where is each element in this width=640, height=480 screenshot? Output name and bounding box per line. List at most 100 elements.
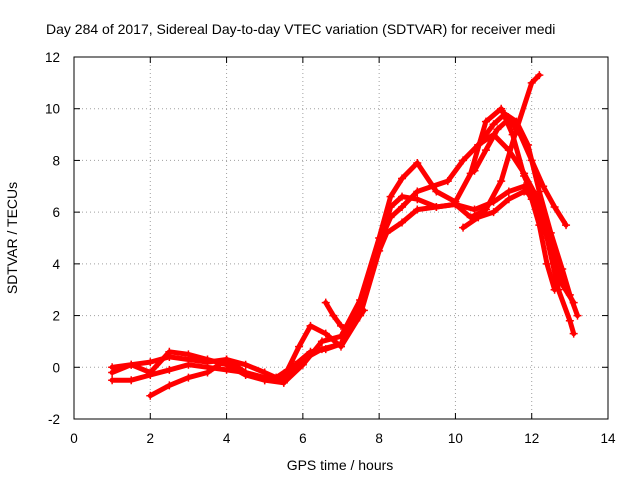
data-point (489, 208, 498, 217)
x-tick-label: 8 (375, 431, 383, 446)
data-point (539, 182, 548, 191)
data-point (306, 321, 315, 330)
data-point (542, 234, 551, 242)
x-tick-label: 6 (299, 431, 307, 446)
data-point (241, 360, 250, 369)
x-tick-label: 0 (70, 431, 78, 446)
data-point (569, 329, 578, 338)
y-tick-label: 8 (52, 153, 60, 168)
data-point (317, 337, 326, 346)
grid (74, 57, 608, 419)
data-point (546, 228, 555, 237)
data-point (398, 218, 407, 227)
data-point (516, 130, 525, 139)
data-point (337, 321, 345, 330)
data-point (504, 187, 513, 196)
data-point (413, 195, 422, 204)
data-point (241, 368, 250, 377)
data-point (481, 117, 490, 126)
y-tick-label: 6 (52, 205, 60, 220)
data-point (295, 342, 304, 351)
data-point (413, 187, 422, 196)
data-point (573, 311, 582, 320)
data-point (127, 360, 136, 369)
data-point (542, 259, 551, 268)
data-point (146, 368, 155, 377)
data-point (470, 166, 479, 175)
data-point (386, 213, 395, 222)
data-point (562, 221, 571, 230)
data-point (489, 120, 498, 129)
data-point (321, 329, 330, 338)
chart-title: Day 284 of 2017, Sidereal Day-to-day VTE… (46, 21, 555, 37)
data-point (337, 340, 345, 349)
data-point (321, 345, 330, 354)
data-point (413, 205, 422, 214)
series-track-4 (146, 71, 544, 400)
y-tick-label: 2 (52, 309, 60, 324)
series-line (147, 72, 542, 399)
data-point (203, 368, 212, 377)
x-tick-label: 10 (448, 431, 463, 446)
data-point (279, 373, 288, 382)
plot-frame (73, 56, 609, 420)
axis-ticks: 0 2 4 6 8 10 12 14 -2 0 2 4 6 8 10 12 (45, 50, 616, 446)
series-track-5 (459, 187, 578, 338)
data-point (184, 373, 193, 382)
data-point (413, 159, 422, 168)
data-point (565, 316, 574, 325)
data-point (493, 125, 502, 134)
data-point (565, 290, 574, 299)
data-point (504, 195, 513, 204)
y-tick-label: 4 (52, 257, 60, 272)
data-point (165, 347, 174, 356)
x-axis-label: GPS time / hours (287, 457, 394, 473)
x-tick-label: 14 (600, 431, 616, 446)
data-point (558, 265, 567, 274)
y-tick-label: 0 (52, 360, 60, 375)
data-point (352, 316, 361, 325)
y-axis-label: SDTVAR / TECUs (4, 182, 20, 294)
data-point (504, 115, 513, 124)
data-point (367, 265, 376, 274)
data-point (184, 350, 193, 359)
data-point (459, 223, 468, 232)
data-point (291, 360, 300, 369)
data-point (497, 104, 506, 113)
data-point (344, 324, 353, 333)
data-point (184, 360, 193, 369)
data-point (359, 306, 368, 315)
data-point (165, 381, 174, 390)
data-point (298, 360, 307, 369)
data-point (535, 71, 544, 80)
data-point (386, 192, 395, 201)
series-track-7 (321, 298, 368, 333)
data-point (329, 311, 338, 320)
y-tick-label: -2 (48, 412, 60, 427)
data-point (554, 285, 563, 294)
data-point (501, 109, 510, 118)
data-point (127, 376, 136, 385)
data-point (260, 376, 269, 385)
data-point (108, 376, 117, 385)
data-point (432, 202, 441, 211)
data-point (432, 187, 441, 196)
data-point (474, 140, 483, 149)
data-point (497, 177, 506, 186)
data-point (306, 347, 315, 356)
data-point (481, 146, 490, 155)
x-tick-label: 4 (223, 431, 231, 446)
data-point (375, 234, 384, 242)
data-point (443, 177, 452, 186)
data-point (451, 200, 460, 209)
data-point (398, 174, 407, 183)
data-point (146, 391, 155, 400)
data-point (222, 355, 231, 364)
series-track-8 (470, 115, 571, 230)
data-point (146, 358, 155, 367)
y-tick-label: 10 (45, 102, 60, 117)
data-point (382, 228, 391, 237)
data-point (474, 213, 483, 222)
data-point (470, 205, 479, 214)
